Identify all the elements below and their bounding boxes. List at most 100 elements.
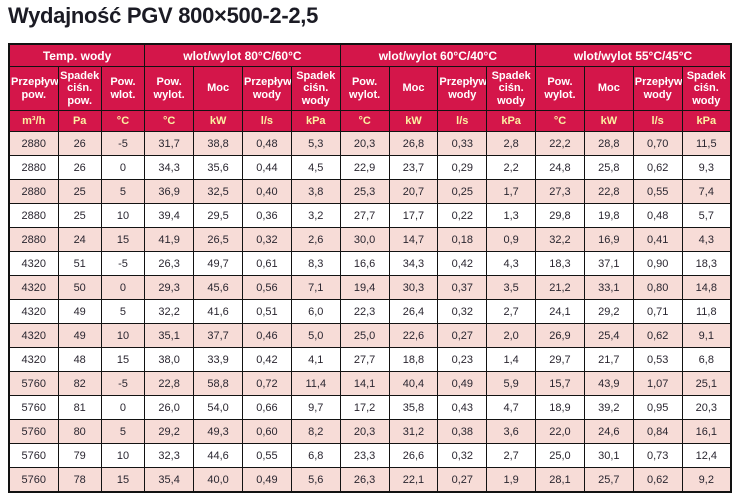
table-cell: 10 [100,443,146,468]
table-cell: 2,7 [486,299,537,324]
table-cell: 16,6 [339,251,390,276]
table-cell: 0,70 [632,131,683,156]
table-cell: 14,8 [681,275,732,300]
units-row: m³/h Pa °C °C kW l/s kPa °C kW l/s kPa °C kW l/s kPa [8,110,732,132]
table-cell: 0,49 [437,371,488,396]
group-header-row: Temp. wody wlot/wylot 80°C/60°C wlot/wylot… [8,43,732,67]
table-cell: 22,8 [144,371,195,396]
table-cell: -5 [100,371,146,396]
unit-header: °C [339,110,390,132]
column-header: Pow. wylot. [144,66,195,111]
table-cell: 26,0 [144,395,195,420]
unit-header: kW [583,110,634,132]
table-cell: 3,8 [290,179,341,204]
unit-header: °C [144,110,195,132]
table-cell: 49,3 [193,419,243,444]
table-cell: 25,3 [339,179,390,204]
table-cell: 27,3 [535,179,585,204]
table-cell: 4320 [8,323,59,348]
table-cell: 5760 [8,419,59,444]
table-cell: 43,9 [583,371,634,396]
table-cell: 6,8 [290,443,341,468]
table-cell: 0,18 [437,227,488,252]
column-header: Moc [388,66,439,111]
table-cell: 32,3 [144,443,195,468]
table-cell: 0,29 [437,155,488,180]
table-cell: 0,61 [242,251,292,276]
table-cell: 0,27 [437,323,488,348]
table-cell: 2,8 [486,131,537,156]
table-cell: 22,3 [339,299,390,324]
table-row: 5760 78 15 35,4 40,0 0,49 5,6 26,3 22,1 0,27 1,9 28… [8,467,732,493]
table-cell: 1,9 [486,467,537,493]
table-cell: 0,84 [632,419,683,444]
table-cell: 0,95 [632,395,683,420]
table-cell: 0,49 [242,467,292,493]
unit-header: m³/h [8,110,59,132]
table-cell: 3,2 [290,203,341,228]
table-cell: 29,3 [144,275,195,300]
table-cell: 37,1 [583,251,634,276]
table-cell: 25,4 [583,323,634,348]
table-cell: 33,9 [193,347,243,372]
table-cell: 48 [57,347,102,372]
table-cell: 11,5 [681,131,732,156]
table-cell: 5760 [8,467,59,493]
table-row: 4320 49 10 35,1 37,7 0,46 5,0 25,0 22,6 0,27 2,0 26… [8,323,732,348]
table-cell: 26,9 [535,323,585,348]
table-cell: 15 [100,227,146,252]
table-cell: 0,44 [242,155,292,180]
table-cell: 17,2 [339,395,390,420]
table-row: 2880 25 5 36,9 32,5 0,40 3,8 25,3 20,7 0,25 1,7 27,… [8,179,732,204]
table-cell: 28,1 [535,467,585,493]
group-header: Temp. wody [8,43,146,67]
table-cell: 6,0 [290,299,341,324]
table-cell: 9,2 [681,467,732,493]
table-cell: 44,6 [193,443,243,468]
unit-header: °C [535,110,585,132]
table-cell: 32,2 [144,299,195,324]
table-cell: 34,3 [388,251,439,276]
table-cell: 9,1 [681,323,732,348]
table-cell: 0,37 [437,275,488,300]
table-cell: 4,7 [486,395,537,420]
table-cell: 29,7 [535,347,585,372]
column-header: Pow. wylot. [535,66,585,111]
table-cell: 19,8 [583,203,634,228]
group-header: wlot/wylot 80°C/60°C [144,43,341,67]
table-row: 2880 26 0 34,3 35,6 0,44 4,5 22,9 23,7 0,29 2,2 24,… [8,155,732,180]
column-header: Przepływ wody [437,66,488,111]
table-cell: 32,5 [193,179,243,204]
table-cell: 18,3 [681,251,732,276]
table-cell: 0,56 [242,275,292,300]
table-cell: 4,3 [486,251,537,276]
table-cell: 0,33 [437,131,488,156]
column-header: Pow. wylot. [339,66,390,111]
page-title: Wydajność PGV 800×500-2-2,5 [8,3,319,28]
table-cell: 1,3 [486,203,537,228]
table-cell: 15 [100,347,146,372]
table-row: 5760 81 0 26,0 54,0 0,66 9,7 17,2 35,8 0,43 4,7 18,… [8,395,732,420]
table-cell: 0 [100,395,146,420]
table-cell: 5,6 [290,467,341,493]
table-cell: 8,3 [290,251,341,276]
table-cell: 0,66 [242,395,292,420]
unit-header: kW [388,110,439,132]
table-cell: 5 [100,419,146,444]
table-cell: 82 [57,371,102,396]
table-cell: 25,7 [583,467,634,493]
table-cell: 58,8 [193,371,243,396]
table-cell: 26 [57,131,102,156]
table-cell: 29,2 [583,299,634,324]
performance-table: Temp. wody wlot/wylot 80°C/60°C wlot/wylot… [8,43,732,493]
table-cell: 16,9 [583,227,634,252]
table-cell: -5 [100,251,146,276]
table-cell: 24 [57,227,102,252]
table-cell: 25,8 [583,155,634,180]
table-cell: 31,2 [388,419,439,444]
table-cell: 0,25 [437,179,488,204]
table-cell: 0,73 [632,443,683,468]
table-cell: 22,1 [388,467,439,493]
table-cell: 32,2 [535,227,585,252]
table-row: 5760 82 -5 22,8 58,8 0,72 11,4 14,1 40,4 0,49 5,9 1… [8,371,732,396]
